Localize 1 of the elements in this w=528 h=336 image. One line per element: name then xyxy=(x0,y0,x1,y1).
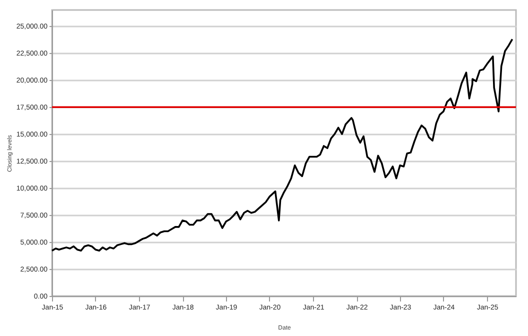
line-series xyxy=(51,38,514,252)
